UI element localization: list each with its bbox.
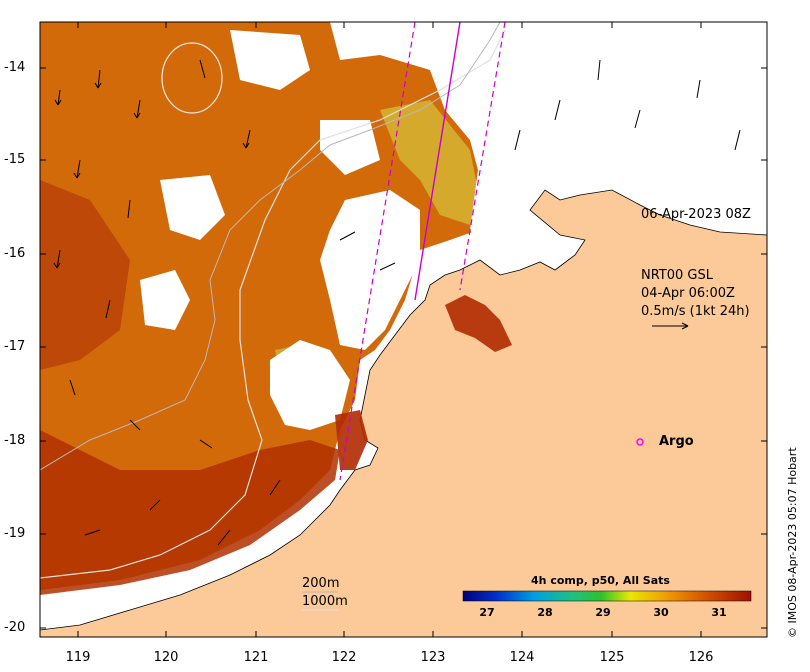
x-tick-label: 120 (153, 650, 179, 665)
x-tick-label: 119 (65, 650, 91, 665)
x-tick-label: 124 (509, 650, 535, 665)
y-tick-label: -15 (4, 152, 26, 167)
x-tick-label: 123 (420, 650, 446, 665)
colorbar-tick: 29 (595, 606, 611, 619)
sst-warm-west (40, 180, 130, 370)
land-mass (40, 189, 767, 637)
argo-marker (636, 438, 644, 446)
sst-coastal-warm (445, 295, 512, 352)
y-tick-label: -19 (4, 526, 26, 541)
y-tick-label: -17 (4, 339, 26, 354)
current-scale-arrow (652, 322, 689, 330)
colorbar-tick: 30 (653, 606, 669, 619)
current-arrows (53, 59, 741, 546)
cloud-gap-5 (160, 175, 225, 240)
colorbar-title: 4h comp, p50, All Sats (531, 574, 670, 587)
y-tick-label: -18 (4, 433, 26, 448)
currents-source-label: NRT00 GSL (641, 268, 713, 283)
x-tick-label: 126 (688, 650, 714, 665)
legend-1000m-label: 1000m (302, 594, 348, 609)
legend-200m-label: 200m (302, 576, 340, 591)
track-line-3 (459, 22, 506, 291)
colorbar-tick: 28 (537, 606, 553, 619)
reef-contour (161, 42, 223, 114)
y-tick-label: -16 (4, 246, 26, 261)
cloud-gap-2 (320, 190, 420, 350)
map-frame (39, 21, 768, 638)
argo-label: Argo (659, 434, 694, 449)
timestamp-label: 06-Apr-2023 08Z (641, 207, 751, 222)
sst-warm-region (40, 430, 340, 595)
y-tick-label: -14 (4, 60, 26, 75)
cloud-gap-6 (230, 30, 310, 90)
x-tick-label: 125 (599, 650, 625, 665)
contour-200m (40, 22, 501, 471)
colorbar-tick: 31 (711, 606, 727, 619)
track-line-2 (414, 22, 461, 301)
x-tick-label: 122 (331, 650, 357, 665)
x-tick-label: 121 (243, 650, 269, 665)
cloud-gap (430, 22, 767, 245)
contour-1000m (40, 29, 506, 579)
y-tick-label: -20 (4, 620, 26, 635)
cloud-gap-4 (140, 270, 190, 330)
track-line-1 (339, 22, 416, 481)
sst-coastal-warm-2 (335, 410, 368, 470)
colorbar (462, 590, 752, 602)
currents-scale-label: 0.5m/s (1kt 24h) (641, 304, 750, 319)
currents-time-label: 04-Apr 06:00Z (641, 286, 735, 301)
axis-ticks (40, 22, 767, 637)
sst-cool-patch (380, 100, 480, 225)
colorbar-tick: 27 (479, 606, 495, 619)
cloud-gap-7 (320, 120, 380, 175)
cloud-gap-3 (270, 340, 350, 430)
credit-label: © IMOS 08-Apr-2023 05:07 Hobart (786, 447, 799, 638)
